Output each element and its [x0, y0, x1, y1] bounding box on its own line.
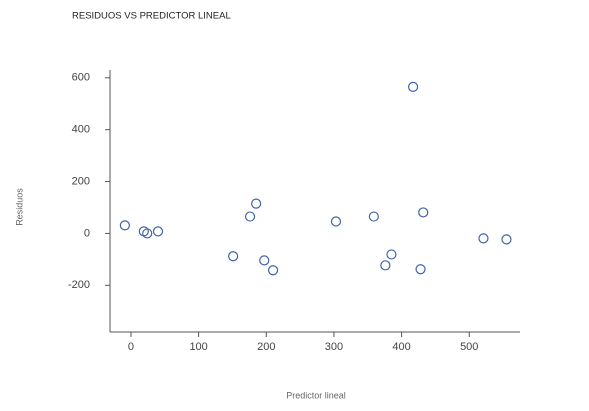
y-tick-label: 0	[84, 227, 90, 239]
point	[386, 249, 397, 260]
y-tick-label: 400	[72, 124, 90, 136]
y-tick-label: 600	[72, 72, 90, 84]
point	[152, 226, 164, 237]
x-tick-label: 0	[128, 341, 134, 353]
point	[119, 220, 130, 231]
x-tick-label: 400	[392, 341, 410, 353]
x-tick-label: 300	[325, 341, 343, 353]
point	[267, 265, 279, 276]
point	[244, 211, 256, 222]
y-tick-label: 200	[72, 175, 90, 187]
x-tick-label: 500	[460, 341, 478, 353]
chart-title: RESIDUOS VS PREDICTOR LINEAL	[72, 11, 231, 22]
point	[380, 260, 391, 271]
point	[228, 251, 239, 262]
point	[501, 234, 512, 245]
point	[259, 255, 270, 266]
point	[368, 211, 379, 222]
point	[478, 233, 489, 244]
point	[142, 228, 153, 239]
y-axis-label: Residuos	[14, 188, 24, 226]
point	[251, 198, 262, 209]
point	[408, 81, 419, 92]
x-tick-label: 100	[189, 341, 207, 353]
y-tick-label: -200	[68, 279, 90, 291]
point	[418, 207, 429, 218]
point	[415, 264, 426, 275]
x-axis-label: Predictor lineal	[286, 390, 346, 400]
point	[330, 216, 342, 227]
x-tick-label: 200	[257, 341, 275, 353]
